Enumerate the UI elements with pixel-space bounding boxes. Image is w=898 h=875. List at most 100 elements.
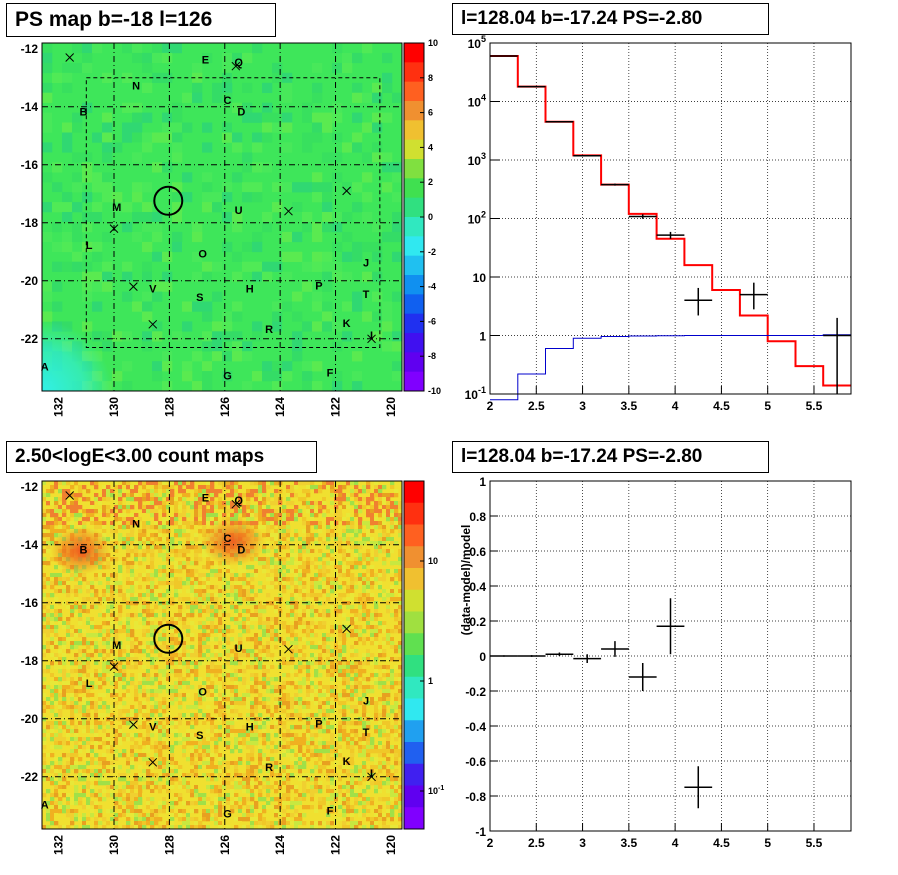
source-label-u: U	[235, 205, 243, 217]
source-label-s: S	[196, 730, 203, 742]
data-point	[684, 287, 713, 316]
source-hotspot-c	[201, 517, 266, 566]
source-label-n: N	[132, 518, 140, 530]
x-tick-label: 5.5	[806, 836, 823, 850]
x-tick-label: 4	[672, 399, 679, 413]
y-tick-label: -12	[21, 42, 39, 56]
source-label-j: J	[363, 695, 369, 707]
source-label-f: F	[327, 368, 334, 380]
map-frame	[41, 480, 403, 830]
y-tick-label: -14	[21, 538, 39, 552]
colorbar-label: 10	[428, 556, 438, 566]
source-label-v: V	[149, 721, 157, 733]
source-label-c: C	[224, 95, 232, 107]
y-tick-label: -18	[21, 654, 39, 668]
colorbar-label: 0	[428, 212, 433, 222]
source-label-d: D	[237, 545, 245, 557]
source-label-a: A	[41, 800, 49, 812]
residual-point	[573, 654, 602, 663]
data-point	[739, 282, 768, 310]
y-tick-label: -12	[21, 480, 39, 494]
y-tick-label: -14	[21, 100, 39, 114]
source-cross	[148, 757, 158, 767]
y-tick-label: 1	[479, 475, 486, 489]
source-label-p: P	[315, 719, 322, 731]
source-label-m: M	[112, 640, 121, 652]
colorbar-label: 10-1	[428, 785, 444, 796]
colorbar-label: -2	[428, 247, 436, 257]
source-cross	[284, 206, 293, 216]
x-tick-label: 126	[218, 397, 232, 417]
source-label-e: E	[202, 54, 209, 66]
x-tick-label: 132	[52, 835, 66, 855]
x-tick-label: 2	[487, 399, 494, 413]
y-tick-label: -1	[475, 825, 486, 839]
map-grid	[42, 43, 402, 391]
source-label-s: S	[196, 292, 203, 304]
y-tick-label: 10	[473, 271, 487, 285]
x-tick-label: 2	[487, 836, 494, 850]
source-label-h: H	[246, 721, 254, 733]
data-point	[545, 121, 574, 123]
x-tick-label: 120	[384, 397, 398, 417]
x-tick-label: 2.5	[528, 399, 545, 413]
target-circle	[153, 623, 184, 654]
source-cross	[129, 720, 138, 729]
source-label-m: M	[112, 202, 121, 214]
y-tick-label: 1	[479, 330, 486, 344]
x-tick-label: 128	[162, 397, 176, 417]
x-tick-label: 5	[764, 836, 771, 850]
data-point	[573, 155, 602, 157]
source-label-l: L	[86, 678, 93, 690]
y-axis: 1 0.8 0.6 0.4 0.2 0 -0.2 -0.4 -0.6 -0.8 -1	[465, 475, 498, 839]
x-tick-label: 132	[52, 397, 66, 417]
x-tick-label: 120	[384, 835, 398, 855]
residual-panel: 2 2.5 3 3.5 4 4.5 5 5.5 1 0.8 0.6 0.4 0.2 0 -0.2 -0.4 -0…	[459, 475, 852, 850]
colorbar-label: 1	[428, 676, 433, 686]
y-tick-label: 0.8	[469, 510, 486, 524]
y-tick-label: -22	[21, 332, 39, 346]
source-label-d: D	[237, 107, 245, 119]
x-tick-label: 124	[273, 397, 287, 417]
source-label-k: K	[343, 318, 351, 330]
source-label-v: V	[149, 283, 157, 295]
source-label-o: O	[198, 249, 207, 261]
y-tick-label: -20	[21, 712, 39, 726]
source-label-t: T	[363, 727, 370, 739]
source-label-n: N	[132, 80, 140, 92]
y-tick-label: 103	[468, 151, 486, 168]
x-tick-label: 3.5	[621, 836, 638, 850]
source-label-j: J	[363, 257, 369, 269]
x-tick-label: 5.5	[806, 399, 823, 413]
residual-points	[490, 598, 713, 809]
colorbar-label: 4	[428, 142, 433, 152]
source-label-r: R	[265, 324, 273, 336]
x-axis: 2 2.5 3 3.5 4 4.5 5 5.5	[487, 386, 823, 413]
y-tick-label: -0.8	[465, 790, 486, 804]
x-tick-label: 4	[672, 836, 679, 850]
y-tick-label: 104	[468, 93, 486, 110]
residual-point	[684, 766, 713, 809]
data-points	[490, 55, 851, 394]
colorbar-label: -6	[428, 316, 436, 326]
residual-point	[656, 598, 685, 655]
source-cross	[65, 491, 75, 500]
residual-point	[517, 655, 546, 657]
x-tick-label: 130	[107, 835, 121, 855]
source-cross	[342, 624, 351, 634]
y-tick-label: -0.4	[465, 720, 486, 734]
count-map-title: 2.50<logE<3.00 count maps	[6, 441, 317, 473]
source-cross	[284, 644, 293, 654]
colorbar-label: -10	[428, 386, 441, 396]
source-crosses	[65, 53, 376, 344]
background-histogram	[490, 334, 851, 401]
y-tick-label: 102	[468, 210, 486, 227]
colorbar-label: 8	[428, 73, 433, 83]
source-label-g: G	[223, 808, 232, 820]
map-frame	[41, 42, 403, 392]
x-tick-label: 130	[107, 397, 121, 417]
